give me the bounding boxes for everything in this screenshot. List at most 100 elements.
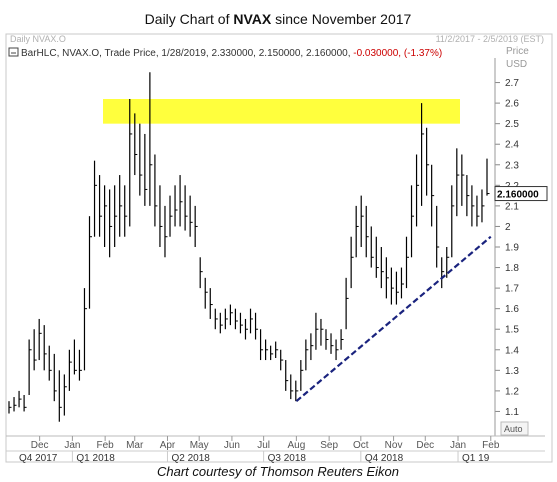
price-bar xyxy=(119,175,123,237)
y-tick-label: 1.6 xyxy=(505,304,519,315)
price-bar xyxy=(365,205,369,258)
price-bar xyxy=(28,339,32,395)
price-bar xyxy=(174,185,178,227)
price-flag-box xyxy=(494,186,548,202)
price-bar xyxy=(38,318,42,361)
price-bar xyxy=(295,380,299,402)
price-bar xyxy=(53,353,57,402)
price-bar xyxy=(380,247,384,289)
y-tick-label: 2.5 xyxy=(505,119,519,130)
month-label: Nov xyxy=(385,440,403,451)
price-bar xyxy=(109,189,113,258)
month-label: Jun xyxy=(224,440,240,451)
price-bar xyxy=(330,333,334,354)
month-label: Feb xyxy=(97,440,115,451)
quarter-label: Q4 2017 xyxy=(19,453,58,464)
x-axis: Dec Jan Feb Mar Apr May Jun Jul Aug Sep Oct Nov Dec J… xyxy=(6,435,545,464)
price-bar xyxy=(320,318,324,346)
price-bar xyxy=(78,349,82,381)
support-trendline xyxy=(295,235,492,403)
price-bar xyxy=(486,158,490,196)
price-bar xyxy=(310,333,314,361)
price-bar xyxy=(73,339,77,375)
price-bar xyxy=(395,271,399,305)
price-bar xyxy=(18,390,22,408)
auto-scale-label: Auto xyxy=(504,424,523,434)
price-bar xyxy=(249,308,254,334)
price-bar xyxy=(83,288,87,371)
price-bar xyxy=(224,308,228,330)
month-label: Dec xyxy=(31,440,49,451)
quarter-label: Q1 19 xyxy=(462,453,490,464)
month-label: Sep xyxy=(320,440,338,451)
month-label: Jul xyxy=(257,440,270,451)
price-bar xyxy=(390,267,394,305)
price-bar xyxy=(23,395,27,412)
y-tick-label: 1.1 xyxy=(505,407,519,418)
price-bar xyxy=(189,195,193,237)
month-label: Mar xyxy=(126,440,144,451)
price-bar xyxy=(265,339,269,361)
price-bar xyxy=(431,164,435,227)
price-bar xyxy=(114,185,118,247)
price-bar xyxy=(124,185,128,237)
price-bar xyxy=(385,257,389,299)
price-bars xyxy=(8,72,490,422)
price-bar xyxy=(441,257,445,289)
price-bar xyxy=(194,205,198,247)
quarter-label: Q4 2018 xyxy=(365,453,404,464)
price-bar xyxy=(229,304,233,326)
price-bar xyxy=(405,236,409,289)
price-flag-text: 2.160000 xyxy=(497,190,539,201)
price-bar xyxy=(345,277,349,330)
price-bar xyxy=(58,370,62,422)
price-bar xyxy=(360,195,364,247)
price-bar xyxy=(184,185,188,231)
month-label: Jan xyxy=(450,440,466,451)
date-range: 11/2/2017 - 2/5/2019 (EST) xyxy=(436,34,544,44)
price-bar xyxy=(461,154,465,206)
legend-text: BarHLC, NVAX.O, Trade Price, 1/28/2019, … xyxy=(21,48,442,59)
price-bar xyxy=(476,195,480,227)
y-tick-label: 2.7 xyxy=(505,78,519,89)
price-bar xyxy=(466,175,470,217)
resistance-zone xyxy=(103,99,460,124)
y-tick-label: 2.6 xyxy=(505,99,519,110)
price-bar xyxy=(254,312,259,340)
price-bar xyxy=(129,99,133,227)
panel-name: Daily NVAX.O xyxy=(10,34,66,44)
price-bar xyxy=(144,133,148,206)
auto-scale-button[interactable] xyxy=(500,421,529,436)
month-label: Apr xyxy=(160,440,176,451)
price-bar xyxy=(204,277,208,309)
price-bar xyxy=(280,349,284,371)
price-bar xyxy=(410,185,415,258)
y-axis: 2.72.62.52.42.32.22.121.91.81.71.61.51.4… xyxy=(494,58,519,436)
price-bar xyxy=(400,267,404,299)
price-bar xyxy=(350,236,354,289)
y-tick-label: 1.5 xyxy=(505,325,519,336)
resistance-zone-layer xyxy=(103,99,460,124)
chart-panel xyxy=(5,33,553,463)
price-bar xyxy=(451,185,455,258)
price-bar xyxy=(164,205,168,258)
price-bar xyxy=(471,185,475,227)
month-label: Oct xyxy=(353,440,369,451)
y-tick-label: 2 xyxy=(505,222,511,233)
price-flag: 2.160000 xyxy=(494,186,548,202)
legend-values: BarHLC, NVAX.O, Trade Price, 1/28/2019, … xyxy=(21,48,353,59)
price-bar xyxy=(290,374,294,400)
trendline-layer xyxy=(295,235,492,403)
price-bar xyxy=(103,185,108,247)
legend-change: -0.030000, (-1.37%) xyxy=(353,48,442,59)
price-bar xyxy=(340,329,344,350)
month-label: May xyxy=(190,440,209,451)
price-bar xyxy=(481,189,485,223)
price-bar xyxy=(179,175,183,227)
quarter-label: Q1 2018 xyxy=(76,453,115,464)
price-bar xyxy=(285,360,289,391)
price-bar xyxy=(154,154,158,227)
price-bar xyxy=(355,205,359,258)
price-bar xyxy=(325,329,329,350)
